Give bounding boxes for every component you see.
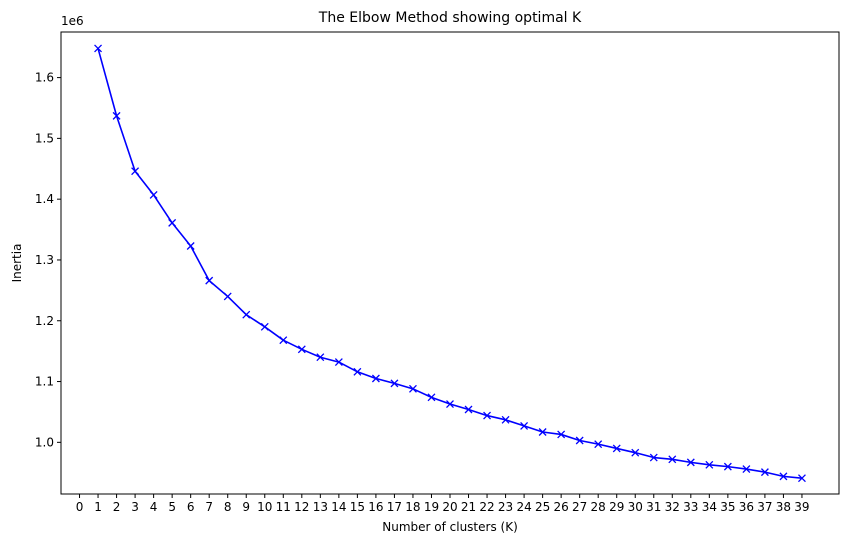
data-point-marker [260, 322, 269, 331]
data-point-marker [408, 384, 417, 393]
data-point-marker [594, 440, 603, 449]
x-tick-label: 31 [646, 500, 661, 514]
data-point-marker [723, 462, 732, 471]
data-point-marker [223, 292, 232, 301]
data-point-marker [612, 444, 621, 453]
data-point-marker [205, 276, 214, 285]
x-tick-label: 29 [609, 500, 624, 514]
x-tick-label: 32 [665, 500, 680, 514]
x-tick-label: 35 [720, 500, 735, 514]
data-point-marker [501, 415, 510, 424]
x-tick-label: 34 [702, 500, 717, 514]
x-tick-label: 17 [387, 500, 402, 514]
data-point-marker [334, 358, 343, 367]
y-tick-label: 1.1 [35, 375, 54, 389]
x-tick-label: 33 [683, 500, 698, 514]
x-tick-label: 38 [776, 500, 791, 514]
data-point-marker [186, 242, 195, 250]
chart-title: The Elbow Method showing optimal K [318, 10, 582, 26]
x-tick-label: 19 [424, 500, 439, 514]
data-point-marker [520, 421, 529, 430]
x-tick-label: 1 [94, 500, 102, 514]
y-tick-label: 1.2 [35, 314, 54, 328]
data-point-marker [168, 218, 177, 227]
data-point-marker [242, 310, 251, 319]
data-point-marker [446, 400, 454, 408]
y-tick-label: 1.3 [35, 253, 54, 267]
x-tick-label: 15 [350, 500, 365, 514]
x-tick-label: 4 [150, 500, 158, 514]
x-tick-label: 18 [405, 500, 420, 514]
x-tick-label: 14 [331, 500, 346, 514]
x-tick-label: 3 [131, 500, 139, 514]
y-tick-label: 1.6 [35, 71, 54, 85]
x-tick-label: 16 [368, 500, 383, 514]
data-point-marker [631, 448, 640, 457]
data-point-marker [316, 353, 325, 362]
x-tick-label: 23 [498, 500, 513, 514]
x-tick-label: 26 [554, 500, 569, 514]
x-tick-label: 36 [739, 500, 754, 514]
data-point-marker [94, 44, 103, 53]
x-tick-label: 10 [257, 500, 272, 514]
y-tick-label: 1.4 [35, 192, 54, 206]
data-point-marker [557, 430, 566, 439]
x-axis-ticks: 0 1 2 3 4 5 6 7 8 9 10 11 12 13 14 15 16 17 18 19 20 21 22 23 24… [76, 494, 810, 514]
data-point-marker [371, 374, 380, 383]
x-tick-label: 6 [187, 500, 195, 514]
x-tick-label: 39 [794, 500, 809, 514]
x-tick-label: 8 [224, 500, 232, 514]
x-tick-label: 37 [757, 500, 772, 514]
data-point-marker [575, 436, 584, 445]
data-point-marker [131, 167, 140, 176]
series-group [94, 44, 806, 483]
x-tick-label: 30 [628, 500, 643, 514]
x-tick-label: 9 [242, 500, 250, 514]
x-tick-label: 12 [294, 500, 309, 514]
x-tick-label: 0 [76, 500, 84, 514]
data-point-marker [149, 190, 158, 199]
x-tick-label: 13 [313, 500, 328, 514]
data-point-marker [760, 468, 769, 477]
x-tick-label: 27 [572, 500, 587, 514]
y-axis-label: Inertia [10, 244, 24, 283]
x-axis-label: Number of clusters (K) [382, 520, 518, 534]
data-point-marker [464, 405, 473, 414]
x-tick-label: 25 [535, 500, 550, 514]
x-tick-label: 11 [276, 500, 291, 514]
y-offset-label: 1e6 [61, 14, 84, 28]
data-point-marker [668, 455, 677, 464]
y-tick-label: 1.0 [35, 435, 54, 449]
data-point-marker [686, 458, 695, 467]
data-point-marker [279, 336, 288, 345]
data-point-marker [112, 111, 121, 120]
data-point-marker [797, 474, 806, 483]
data-point-marker [427, 393, 436, 402]
data-point-marker [353, 367, 362, 376]
x-tick-label: 24 [516, 500, 531, 514]
x-tick-label: 22 [479, 500, 494, 514]
x-tick-label: 2 [113, 500, 121, 514]
data-point-marker [649, 453, 658, 462]
data-point-marker [779, 472, 788, 481]
data-point-marker [483, 411, 492, 420]
x-tick-label: 5 [168, 500, 176, 514]
data-point-marker [390, 379, 399, 388]
x-tick-label: 20 [442, 500, 457, 514]
x-tick-label: 7 [205, 500, 213, 514]
x-tick-label: 21 [461, 500, 476, 514]
x-tick-label: 28 [591, 500, 606, 514]
data-point-marker [297, 345, 306, 354]
data-point-marker [705, 460, 714, 469]
data-point-marker [742, 465, 751, 474]
y-tick-label: 1.5 [35, 131, 54, 145]
data-point-marker [538, 428, 547, 436]
y-axis-ticks: 1.0 1.1 1.2 1.3 1.4 1.5 1.6 [35, 71, 61, 449]
